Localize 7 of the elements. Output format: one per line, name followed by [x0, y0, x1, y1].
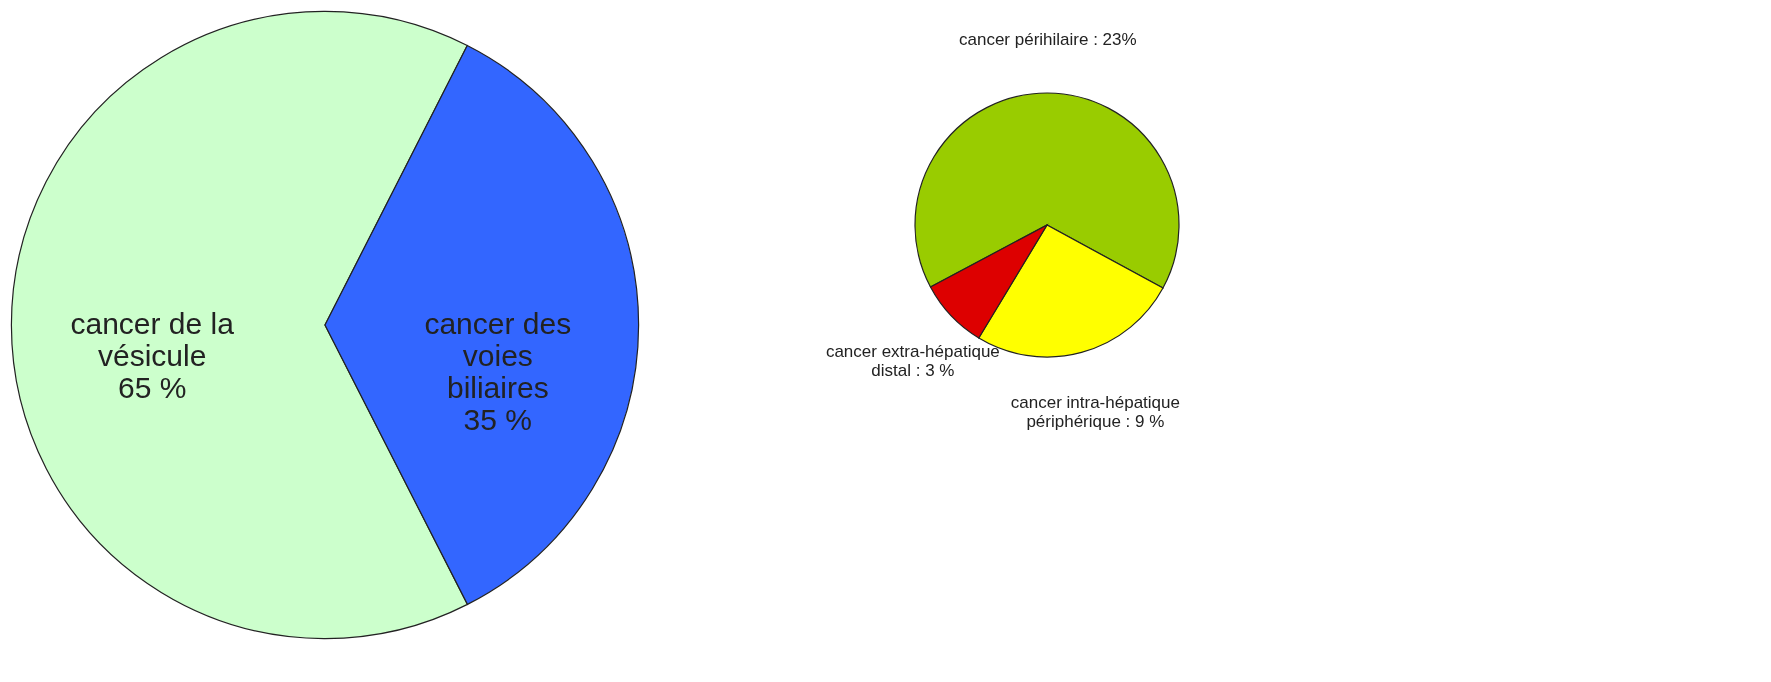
slice-label: cancer périhilaire : 23% [959, 30, 1137, 50]
slice-label: cancer des voies biliaires [424, 306, 572, 404]
data-label: 35 % [463, 402, 532, 436]
data-label: 65 % [118, 371, 187, 405]
slice-label: cancer intra-hépatique périphérique : 9 % [1010, 393, 1180, 432]
slice-label: cancer extra-hépatique distal : 3 % [825, 342, 1000, 381]
slice-label: cancer de la vésicule [70, 307, 235, 373]
